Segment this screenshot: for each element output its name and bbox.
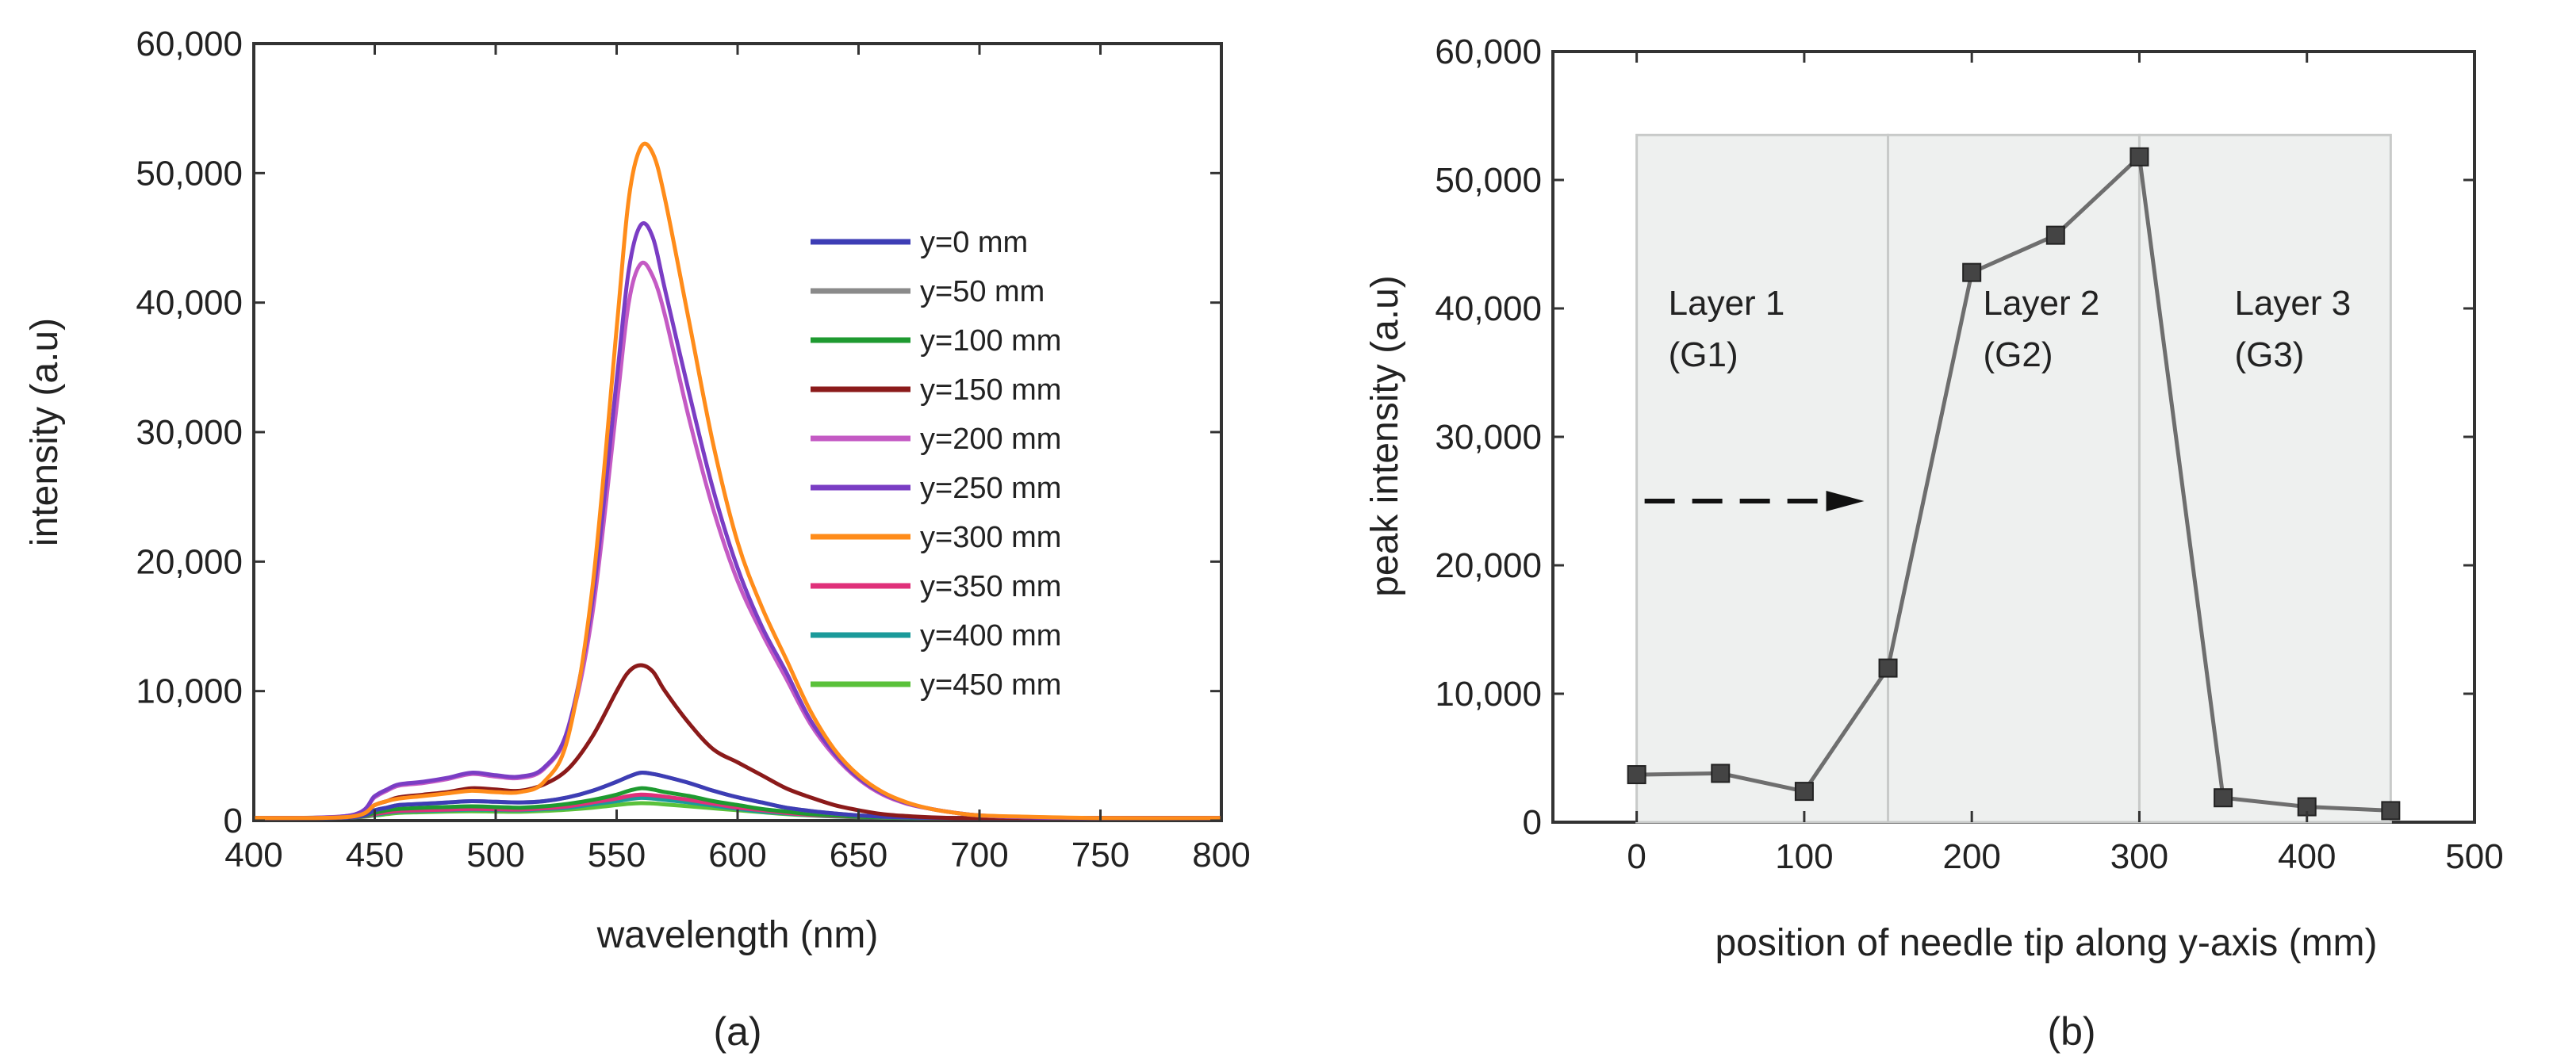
panel-a-xtick-label: 800 [1192, 836, 1250, 875]
panel-a-ytick-label: 0 [224, 802, 243, 840]
panel-a-legend-label: y=300 mm [920, 521, 1061, 554]
panel-b-ytick-label: 0 [1523, 803, 1542, 842]
panel-b-data-point [2045, 225, 2065, 245]
panel-b-xtick-label: 300 [2110, 837, 2168, 876]
panel-b-data-point [2381, 801, 2401, 821]
panel-a-legend-label: y=50 mm [920, 275, 1045, 308]
panel-a-ytick-label: 50,000 [136, 154, 243, 193]
panel-b-xlabel: position of needle tip along y-axis (mm) [1715, 922, 2377, 964]
panel-a-series-line [253, 141, 1222, 821]
panel-b-xtick-label: 100 [1775, 837, 1833, 876]
panel-a-chart: 400 450 500 550 600 650 700 750 800 0 10,000 20,000… [24, 25, 1251, 1054]
panel-b-region-label: Layer 2 [1984, 284, 2100, 323]
panel-a-ytick-label: 10,000 [136, 672, 243, 711]
panel-b-ytick-label: 30,000 [1435, 418, 1542, 457]
panel-a-legend-label: y=400 mm [920, 619, 1061, 653]
panel-b-region-sublabel: (G2) [1984, 335, 2053, 374]
panel-b-ytick-label: 50,000 [1435, 161, 1542, 200]
panel-a-xtick-label: 750 [1071, 836, 1129, 875]
panel-b-ytick-label: 40,000 [1435, 289, 1542, 328]
panel-b-region-sublabel: (G3) [2234, 335, 2304, 374]
panel-b-ytick-label: 60,000 [1435, 33, 1542, 71]
panel-b-series-line [1636, 152, 2391, 813]
panel-a-xtick-label: 450 [346, 836, 404, 875]
panel-b-data-point [1878, 658, 1898, 678]
panel-b-data-point [2129, 147, 2149, 166]
panel-a-plot-frame [252, 42, 1223, 822]
panel-b-region [2137, 133, 2392, 824]
panel-a-ylabel: intensity (a.u) [24, 318, 66, 546]
panel-a-legend-label: y=350 mm [920, 570, 1061, 603]
panel-b-ytick-label: 10,000 [1435, 675, 1542, 714]
panel-b-chart: Layer 1 (G1) Layer 2 (G2) Layer 3 (G3) 0 100 20… [1364, 33, 2504, 1054]
panel-b-label: (b) [2047, 1009, 2095, 1054]
panel-a-legend-label: y=150 mm [920, 373, 1061, 407]
panel-b-data-point [1962, 262, 1982, 282]
panel-a-xtick-label: 600 [708, 836, 766, 875]
panel-a-label: (a) [713, 1009, 761, 1054]
panel-a-legend-label: y=450 mm [920, 668, 1061, 702]
panel-b-xtick-label: 400 [2278, 837, 2336, 876]
panel-a-xtick-label: 550 [588, 836, 646, 875]
panel-a-xlabel: wavelength (nm) [596, 914, 879, 956]
panel-b-region [1887, 133, 2141, 824]
panel-b-data-point [1711, 764, 1731, 783]
panel-b-xtick-label: 0 [1627, 837, 1646, 876]
panel-b-xtick-label: 200 [1942, 837, 2000, 876]
panel-b-ylabel: peak intensity (a.u) [1364, 275, 1406, 597]
panel-a-ytick-label: 60,000 [136, 25, 243, 63]
panel-a-xtick-label: 700 [950, 836, 1008, 875]
panel-b-region-sublabel: (G1) [1669, 335, 1738, 374]
panel-b-xtick-label: 500 [2445, 837, 2503, 876]
panel-a-ytick-label: 40,000 [136, 284, 243, 323]
panel-b-region-label: Layer 3 [2234, 284, 2351, 323]
panel-a-ytick-label: 20,000 [136, 542, 243, 581]
panel-b-data-point [1627, 765, 1646, 785]
panel-b-ytick-label: 20,000 [1435, 546, 1542, 585]
panel-a-ytick-label: 30,000 [136, 413, 243, 452]
panel-a-legend-label: y=250 mm [920, 472, 1061, 505]
panel-b-region-label: Layer 1 [1669, 284, 1785, 323]
panel-a-xtick-label: 650 [830, 836, 887, 875]
panel-a-legend-label: y=100 mm [920, 324, 1061, 358]
panel-b-region [1635, 133, 1890, 824]
panel-a-legend-label: y=0 mm [920, 226, 1028, 259]
panel-a-legend-label: y=200 mm [920, 423, 1061, 456]
panel-b-arrow-head [1826, 491, 1865, 511]
panel-b-data-point [1794, 782, 1814, 802]
panel-b-data-point [2214, 788, 2233, 808]
panel-a-xtick-label: 400 [224, 836, 282, 875]
panel-a-xtick-label: 500 [466, 836, 524, 875]
